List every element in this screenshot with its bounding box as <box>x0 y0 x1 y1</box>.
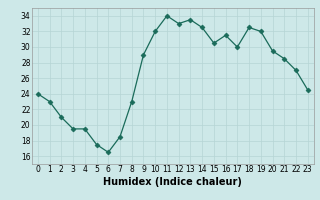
X-axis label: Humidex (Indice chaleur): Humidex (Indice chaleur) <box>103 177 242 187</box>
